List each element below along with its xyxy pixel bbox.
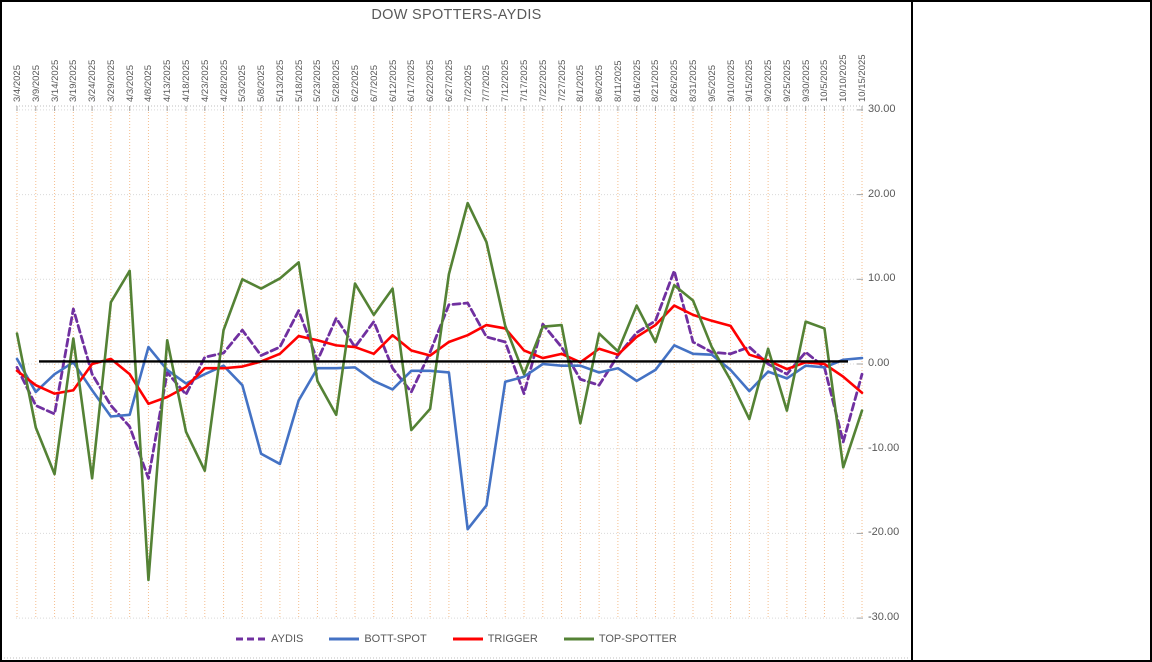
legend-label: AYDIS (271, 633, 304, 645)
date-axis-label: 8/1/2025 (575, 65, 587, 102)
date-axis-label: 8/16/2025 (631, 59, 643, 102)
date-axis-label: 3/9/2025 (30, 65, 42, 102)
date-axis-label: 5/3/2025 (237, 65, 249, 102)
value-axis-label: -20.00 (868, 526, 900, 539)
legend-swatch-trigger (452, 636, 483, 642)
date-axis-label: 6/7/2025 (368, 65, 380, 102)
date-axis-label: 7/12/2025 (500, 59, 512, 102)
date-axis-label: 6/17/2025 (406, 59, 418, 102)
date-axis-label: 8/21/2025 (650, 59, 662, 102)
date-axis-label: 9/25/2025 (781, 59, 793, 102)
series-line-aydis (15, 269, 864, 480)
legend-swatch-bott-spot (329, 636, 360, 642)
date-axis-label: 10/5/2025 (819, 59, 831, 102)
date-axis-label: 3/14/2025 (49, 59, 61, 102)
date-axis-label: 3/29/2025 (105, 59, 117, 102)
value-axis-label: 30.00 (868, 102, 896, 115)
legend-item-bott-spot: BOTT-SPOT (329, 633, 427, 645)
legend-item-aydis: AYDIS (236, 633, 303, 645)
date-axis-label: 6/12/2025 (387, 59, 399, 102)
date-axis-label: 10/10/2025 (838, 54, 850, 102)
date-axis-label: 3/4/2025 (12, 65, 23, 102)
legend-label: TOP-SPOTTER (598, 633, 677, 645)
date-axis-label: 8/26/2025 (669, 59, 681, 102)
legend-swatch-top-spotter (563, 636, 594, 642)
date-axis-label: 3/19/2025 (68, 59, 80, 102)
value-axis-label: 0.00 (868, 357, 890, 369)
date-axis-label: 5/23/2025 (312, 59, 324, 102)
date-axis-label: 9/5/2025 (706, 65, 718, 102)
date-axis-label: 6/27/2025 (443, 59, 455, 102)
date-axis-label: 9/20/2025 (763, 59, 775, 102)
date-axis-label: 7/7/2025 (481, 65, 493, 102)
value-axis-label: -10.00 (868, 441, 900, 454)
date-axis-label: 9/30/2025 (800, 59, 812, 102)
date-axis-label: 7/2/2025 (462, 65, 474, 102)
date-axis-label: 7/17/2025 (519, 59, 530, 102)
date-axis-label: 6/22/2025 (425, 59, 437, 102)
chart-object: DOW SPOTTERS-AYDIS 3/4/2025 3/9/2025 3/14/… (2, 2, 911, 660)
legend-label: BOTT-SPOT (364, 633, 427, 645)
chart-title: DOW SPOTTERS-AYDIS (371, 7, 542, 23)
date-axis-label: 6/2/2025 (350, 65, 361, 102)
date-axis-label: 4/23/2025 (199, 59, 211, 102)
date-axis-label: 7/27/2025 (556, 59, 568, 102)
date-axis-label: 4/8/2025 (143, 65, 155, 102)
legend-swatch-aydis (236, 636, 267, 642)
value-axis-label: 10.00 (868, 272, 896, 285)
date-axis-label: 5/8/2025 (256, 65, 268, 102)
date-axis-label: 5/18/2025 (293, 59, 305, 102)
date-axis-label: 9/15/2025 (744, 59, 756, 102)
date-axis-label: 8/6/2025 (594, 65, 606, 102)
legend-label: TRIGGER (487, 633, 538, 645)
date-axis-label: 3/24/2025 (87, 59, 99, 102)
legend-item-trigger: TRIGGER (452, 633, 538, 645)
date-axis-label: 5/13/2025 (274, 59, 286, 102)
series-line-top-spotter (15, 201, 864, 582)
chart-border-divider (911, 2, 913, 660)
date-axis-label: 4/3/2025 (124, 65, 136, 102)
date-axis-label: 8/11/2025 (612, 60, 624, 102)
date-axis-label: 8/31/2025 (688, 59, 699, 102)
date-axis-label: 4/13/2025 (162, 59, 174, 102)
date-axis-label: 5/28/2025 (331, 59, 343, 102)
date-axis-label: 4/28/2025 (218, 59, 230, 102)
legend: AYDIS BOTT-SPOT TRIGGER TOP-SPOTTER (2, 633, 911, 645)
date-axis-label: 4/18/2025 (181, 59, 192, 102)
date-axis-label: 10/15/2025 (857, 54, 868, 102)
value-axis-label: 20.00 (868, 187, 896, 200)
legend-item-top-spotter: TOP-SPOTTER (563, 633, 677, 645)
date-axis-label: 9/10/2025 (725, 59, 737, 102)
value-axis-label: -30.00 (868, 611, 900, 624)
date-axis-label: 7/22/2025 (537, 59, 549, 102)
